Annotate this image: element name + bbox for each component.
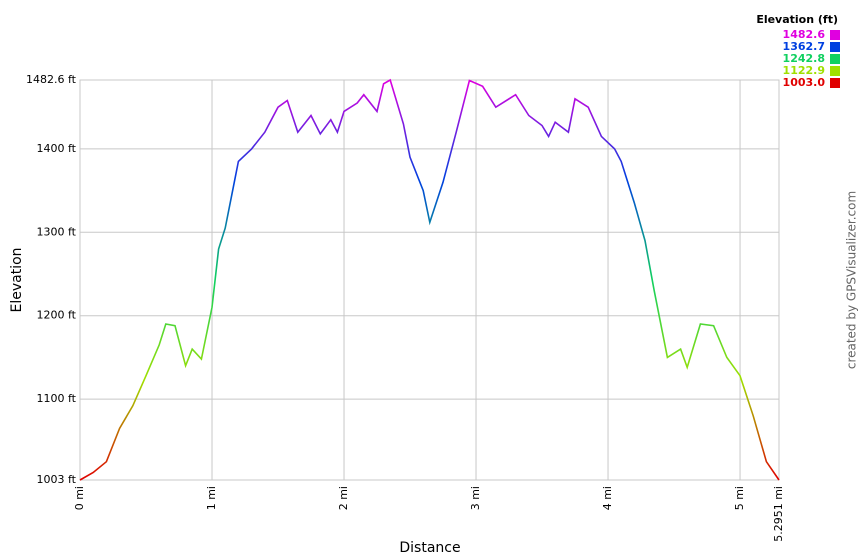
x-tick-label: 0 mi <box>73 486 86 510</box>
x-axis-label: Distance <box>399 540 460 556</box>
legend-swatch <box>830 66 840 76</box>
legend-label: 1362.7 <box>783 40 825 53</box>
y-tick-label: 1482.6 ft <box>26 73 77 86</box>
x-tick-label: 3 mi <box>469 486 482 510</box>
legend-title: Elevation (ft) <box>756 13 838 26</box>
credit: created by GPSVisualizer.com <box>845 191 859 369</box>
legend-swatch <box>830 78 840 88</box>
legend-label: 1242.8 <box>783 52 825 65</box>
x-tick-label: 2 mi <box>337 486 350 510</box>
elevation-line <box>79 78 780 481</box>
legend-swatch <box>830 54 840 64</box>
legend-label: 1122.9 <box>783 64 825 77</box>
legend-swatch <box>830 42 840 52</box>
x-tick-label: 4 mi <box>601 486 614 510</box>
legend-label: 1482.6 <box>783 28 826 41</box>
y-axis-label: Elevation <box>9 247 25 312</box>
legend-swatch <box>830 30 840 40</box>
x-tick-label: 5.2951 mi <box>772 486 785 542</box>
x-tick-label: 5 mi <box>733 486 746 510</box>
legend-label: 1003.0 <box>783 76 826 89</box>
x-tick-label: 1 mi <box>205 486 218 510</box>
y-tick-label: 1003 ft <box>37 473 77 486</box>
plot-frame <box>79 79 780 481</box>
y-tick-label: 1200 ft <box>37 309 77 322</box>
y-tick-label: 1300 ft <box>37 225 77 238</box>
y-tick-label: 1400 ft <box>37 142 77 155</box>
y-tick-label: 1100 ft <box>37 392 77 405</box>
